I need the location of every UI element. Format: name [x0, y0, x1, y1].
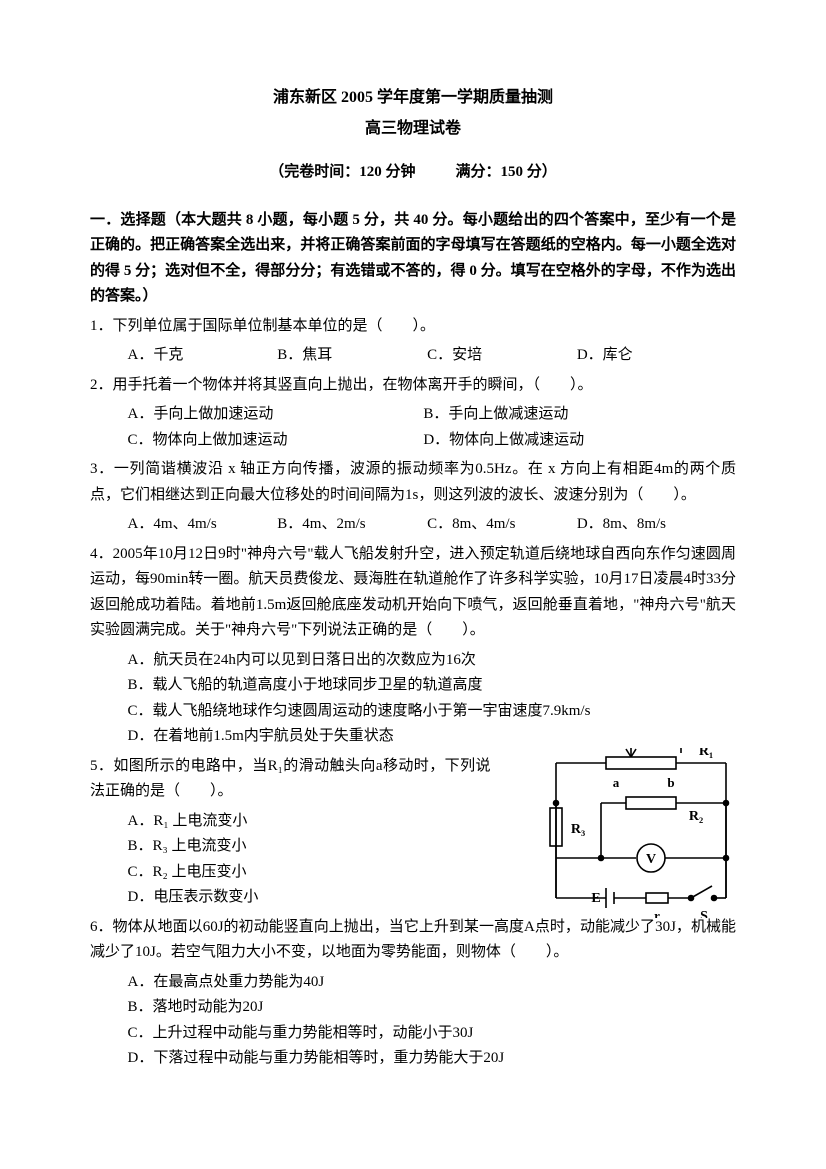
- svg-text:E: E: [591, 891, 600, 906]
- question-4-stem: 4．2005年10月12日9时"神舟六号"载人飞船发射升空，进入预定轨道后绕地球…: [90, 542, 736, 644]
- q2-opt-d: D．物体向上做减速运动: [423, 428, 715, 454]
- svg-text:a: a: [613, 775, 620, 790]
- q1-opt-d: D．库仑: [577, 343, 723, 369]
- exam-meta: （完卷时间：120 分钟 满分：150 分）: [90, 160, 736, 186]
- q4-opt-d: D．在着地前1.5m内宇航员处于失重状态: [90, 724, 736, 750]
- svg-text:R₁: R₁: [699, 748, 713, 759]
- svg-text:V: V: [646, 852, 656, 867]
- question-3-stem: 3．一列简谐横波沿 x 轴正方向传播，波源的振动频率为0.5Hz。在 x 方向上…: [90, 457, 736, 508]
- svg-text:S: S: [700, 909, 708, 918]
- section-1-heading: 一．选择题（本大题共 8 小题，每小题 5 分，共 40 分。每小题给出的四个答…: [90, 208, 736, 310]
- circuit-diagram: R₁ a b R₂ R₃ V Er S: [536, 748, 746, 918]
- question-1-options: A．千克 B．焦耳 C．安培 D．库仑: [90, 343, 736, 369]
- q3-opt-a: A．4m、4m/s: [128, 512, 274, 538]
- q2-opt-c: C．物体向上做加速运动: [128, 428, 420, 454]
- svg-text:r: r: [654, 908, 660, 918]
- q3-opt-c: C．8m、4m/s: [427, 512, 573, 538]
- meta-time: （完卷时间：120 分钟: [269, 164, 415, 180]
- q1-opt-a: A．千克: [128, 343, 274, 369]
- page-title: 浦东新区 2005 学年度第一学期质量抽测: [90, 84, 736, 111]
- q3-opt-d: D．8m、8m/s: [577, 512, 723, 538]
- question-2-stem: 2．用手托着一个物体并将其竖直向上抛出，在物体离开手的瞬间，（ ）。: [90, 373, 736, 399]
- q6-opt-a: A．在最高点处重力势能为40J: [90, 970, 736, 996]
- question-2-options-row1: A．手向上做加速运动 B．手向上做减速运动: [90, 402, 736, 428]
- question-2-options-row2: C．物体向上做加速运动 D．物体向上做减速运动: [90, 428, 736, 454]
- page-subtitle: 高三物理试卷: [90, 115, 736, 142]
- meta-score: 满分：150 分）: [456, 164, 557, 180]
- q6-opt-b: B．落地时动能为20J: [90, 995, 736, 1021]
- question-6-stem: 6．物体从地面以60J的初动能竖直向上抛出，当它上升到某一高度A点时，动能减少了…: [90, 915, 736, 966]
- svg-text:b: b: [667, 775, 674, 790]
- question-1-stem: 1．下列单位属于国际单位制基本单位的是（ ）。: [90, 314, 736, 340]
- q5-opt-b: B．R₃ 上电流变小: [90, 834, 491, 860]
- q4-opt-a: A．航天员在24h内可以见到日落日出的次数应为16次: [90, 648, 736, 674]
- q5-opt-d: D．电压表示数变小: [90, 885, 491, 911]
- q1-opt-b: B．焦耳: [277, 343, 423, 369]
- q5-opt-c: C．R₂ 上电压变小: [90, 860, 491, 886]
- q6-opt-d: D．下落过程中动能与重力势能相等时，重力势能大于20J: [90, 1046, 736, 1072]
- q2-opt-a: A．手向上做加速运动: [128, 402, 420, 428]
- svg-text:R₂: R₂: [689, 809, 703, 824]
- q4-opt-c: C．载人飞船绕地球作匀速圆周运动的速度略小于第一宇宙速度7.9km/s: [90, 699, 736, 725]
- q4-opt-b: B．载人飞船的轨道高度小于地球同步卫星的轨道高度: [90, 673, 736, 699]
- q1-opt-c: C．安培: [427, 343, 573, 369]
- question-5-block: 5．如图所示的电路中，当R₁的滑动触头向a移动时，下列说法正确的是（ ）。 A．…: [90, 754, 736, 911]
- question-3-options: A．4m、4m/s B．4m、2m/s C．8m、4m/s D．8m、8m/s: [90, 512, 736, 538]
- question-5-stem: 5．如图所示的电路中，当R₁的滑动触头向a移动时，下列说法正确的是（ ）。: [90, 754, 491, 805]
- q3-opt-b: B．4m、2m/s: [277, 512, 423, 538]
- q2-opt-b: B．手向上做减速运动: [423, 402, 715, 428]
- svg-text:R₃: R₃: [571, 822, 585, 837]
- q6-opt-c: C．上升过程中动能与重力势能相等时，动能小于30J: [90, 1021, 736, 1047]
- q5-opt-a: A．R₁ 上电流变小: [90, 809, 491, 835]
